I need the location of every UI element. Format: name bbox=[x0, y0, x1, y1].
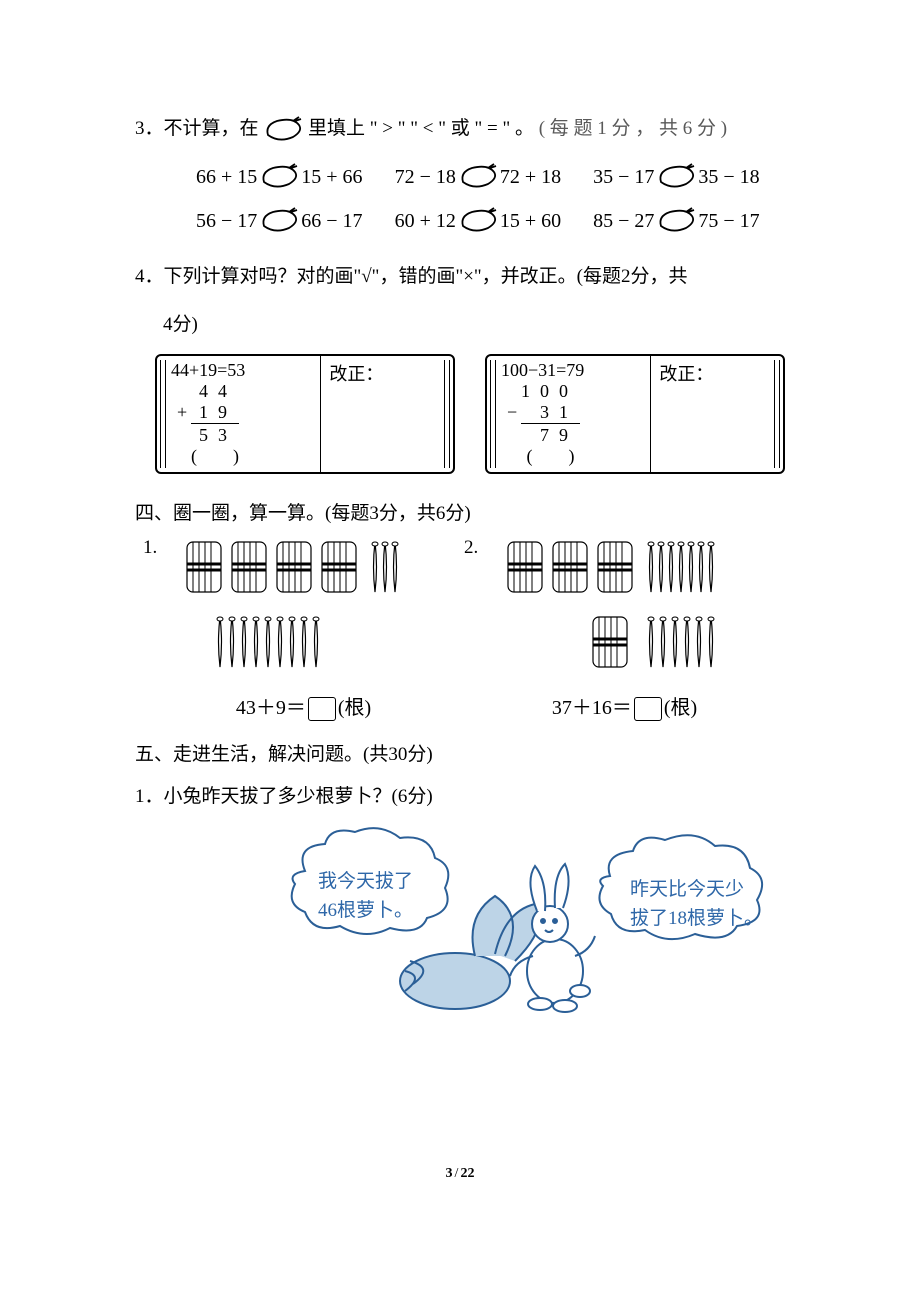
book: 100−31=79 100 −31 79 ( ) 改正： bbox=[485, 354, 785, 474]
page-total: 22 bbox=[460, 1166, 474, 1182]
section5-head: 五、走进生活，解决问题。(共30分) bbox=[135, 739, 785, 766]
book-eq: 44+19=53 bbox=[171, 360, 312, 381]
bubble-line: 昨天比今天少 bbox=[630, 876, 763, 905]
sticks-art bbox=[143, 537, 464, 687]
calc-op: + bbox=[177, 402, 187, 423]
calc-a: 44 bbox=[191, 381, 239, 402]
sticks-row: 1. bbox=[135, 537, 785, 721]
calc-res: 53 bbox=[191, 425, 239, 446]
page-sep: / bbox=[455, 1166, 459, 1182]
q3-cell: 56 − 17 66 − 17 bbox=[195, 206, 364, 236]
page-footer: 3 / 22 bbox=[135, 1166, 785, 1182]
q3-grid: 66 + 15 15 + 66 72 − 18 72 + 18 35 − 17 … bbox=[135, 162, 785, 236]
expr-left: 72 − 18 bbox=[395, 166, 456, 189]
q3-score: ( 每 题 1 分 ， 共 6 分 ) bbox=[539, 118, 727, 139]
q4-line2: 4分) bbox=[135, 306, 785, 344]
expr-left: 85 − 27 bbox=[593, 210, 654, 233]
expr: 37＋16＝ bbox=[552, 697, 632, 719]
expr-left: 66 + 15 bbox=[196, 166, 257, 189]
book: 44+19=53 44 +19 53 ( ) 改正： bbox=[155, 354, 455, 474]
expr-right: 66 − 17 bbox=[301, 210, 362, 233]
section4-head: 四、圈一圈，算一算。(每题3分，共6分) bbox=[135, 498, 785, 525]
leaf-icon[interactable] bbox=[259, 162, 299, 192]
s5-q1: 1．小兔昨天拔了多少根萝卜？(6分) bbox=[135, 778, 785, 816]
calc-b: 31 bbox=[530, 402, 580, 422]
answer-box[interactable] bbox=[308, 697, 336, 721]
book-left: 100−31=79 100 −31 79 ( ) bbox=[487, 356, 651, 472]
correction-label: 改正： bbox=[329, 364, 383, 384]
q3-prompt: 3．不计算，在 里填上 " > " " < " 或 " = " 。 ( 每 题 … bbox=[135, 110, 785, 148]
expr-right: 75 − 17 bbox=[698, 210, 759, 233]
paren-blank[interactable]: ( ) bbox=[191, 446, 239, 467]
expr-right: 72 + 18 bbox=[500, 166, 561, 189]
q3-row: 56 − 17 66 − 17 60 + 12 15 + 60 85 − 27 … bbox=[195, 206, 785, 236]
vertical-calc: 44 +19 53 ( ) bbox=[191, 381, 239, 467]
correction-label: 改正： bbox=[659, 364, 713, 384]
book-eq: 100−31=79 bbox=[501, 360, 642, 381]
speech-bubble-left: 我今天拔了 46根萝卜。 bbox=[300, 854, 431, 939]
bubble-line: 46根萝卜。 bbox=[318, 897, 413, 926]
unit: (根) bbox=[338, 697, 371, 719]
q3-mid: 里填上 " > " " < " 或 " = " 。 bbox=[308, 118, 534, 139]
expr-right: 15 + 60 bbox=[500, 210, 561, 233]
paren-blank[interactable]: ( ) bbox=[521, 446, 580, 467]
q3-prefix: 3．不计算，在 bbox=[135, 118, 259, 139]
calc-op: − bbox=[507, 402, 517, 423]
expr: 43＋9＝ bbox=[236, 697, 306, 719]
page-num: 3 bbox=[446, 1166, 453, 1182]
expr-left: 56 − 17 bbox=[196, 210, 257, 233]
leaf-icon[interactable] bbox=[458, 206, 498, 236]
q3-row: 66 + 15 15 + 66 72 − 18 72 + 18 35 − 17 … bbox=[195, 162, 785, 192]
sticks-art bbox=[464, 537, 785, 687]
leaf-icon[interactable] bbox=[259, 206, 299, 236]
book-left: 44+19=53 44 +19 53 ( ) bbox=[157, 356, 321, 472]
rabbit-figure: 我今天拔了 46根萝卜。 昨天比今天少 拔了18根萝卜。 bbox=[135, 826, 785, 1026]
speech-bubble-right: 昨天比今天少 拔了18根萝卜。 bbox=[612, 862, 781, 947]
answer-line: 43＋9＝ (根) bbox=[143, 691, 464, 721]
leaf-icon bbox=[263, 115, 303, 145]
bubble-line: 拔了18根萝卜。 bbox=[630, 905, 763, 934]
expr-right: 35 − 18 bbox=[698, 166, 759, 189]
leaf-icon[interactable] bbox=[656, 206, 696, 236]
q3-cell: 60 + 12 15 + 60 bbox=[394, 206, 563, 236]
answer-box[interactable] bbox=[634, 697, 662, 721]
expr-left: 60 + 12 bbox=[395, 210, 456, 233]
bubble-line: 我今天拔了 bbox=[318, 868, 413, 897]
q4-books: 44+19=53 44 +19 53 ( ) 改正： 100−31=79 100… bbox=[135, 354, 785, 474]
sticks-problem-2: 2. 37＋16＝(根) bbox=[464, 537, 785, 721]
expr-right: 15 + 66 bbox=[301, 166, 362, 189]
q3-cell: 85 − 27 75 − 17 bbox=[592, 206, 761, 236]
expr-left: 35 − 17 bbox=[593, 166, 654, 189]
calc-a: 100 bbox=[521, 381, 580, 402]
calc-res: 79 bbox=[521, 425, 580, 446]
q3-cell: 66 + 15 15 + 66 bbox=[195, 162, 364, 192]
q4-line1: 4．下列计算对吗？对的画"√"，错的画"×"，并改正。(每题2分，共 bbox=[135, 258, 785, 296]
q3-cell: 35 − 17 35 − 18 bbox=[592, 162, 761, 192]
sticks-problem-1: 1. bbox=[143, 537, 464, 721]
vertical-calc: 100 −31 79 ( ) bbox=[521, 381, 580, 467]
leaf-icon[interactable] bbox=[656, 162, 696, 192]
book-right: 改正： bbox=[651, 356, 783, 472]
leaf-icon[interactable] bbox=[458, 162, 498, 192]
q3-cell: 72 − 18 72 + 18 bbox=[394, 162, 563, 192]
unit: (根) bbox=[664, 697, 697, 719]
answer-line: 37＋16＝ (根) bbox=[464, 691, 785, 721]
book-right: 改正： bbox=[321, 356, 453, 472]
calc-b: 19 bbox=[199, 402, 239, 422]
